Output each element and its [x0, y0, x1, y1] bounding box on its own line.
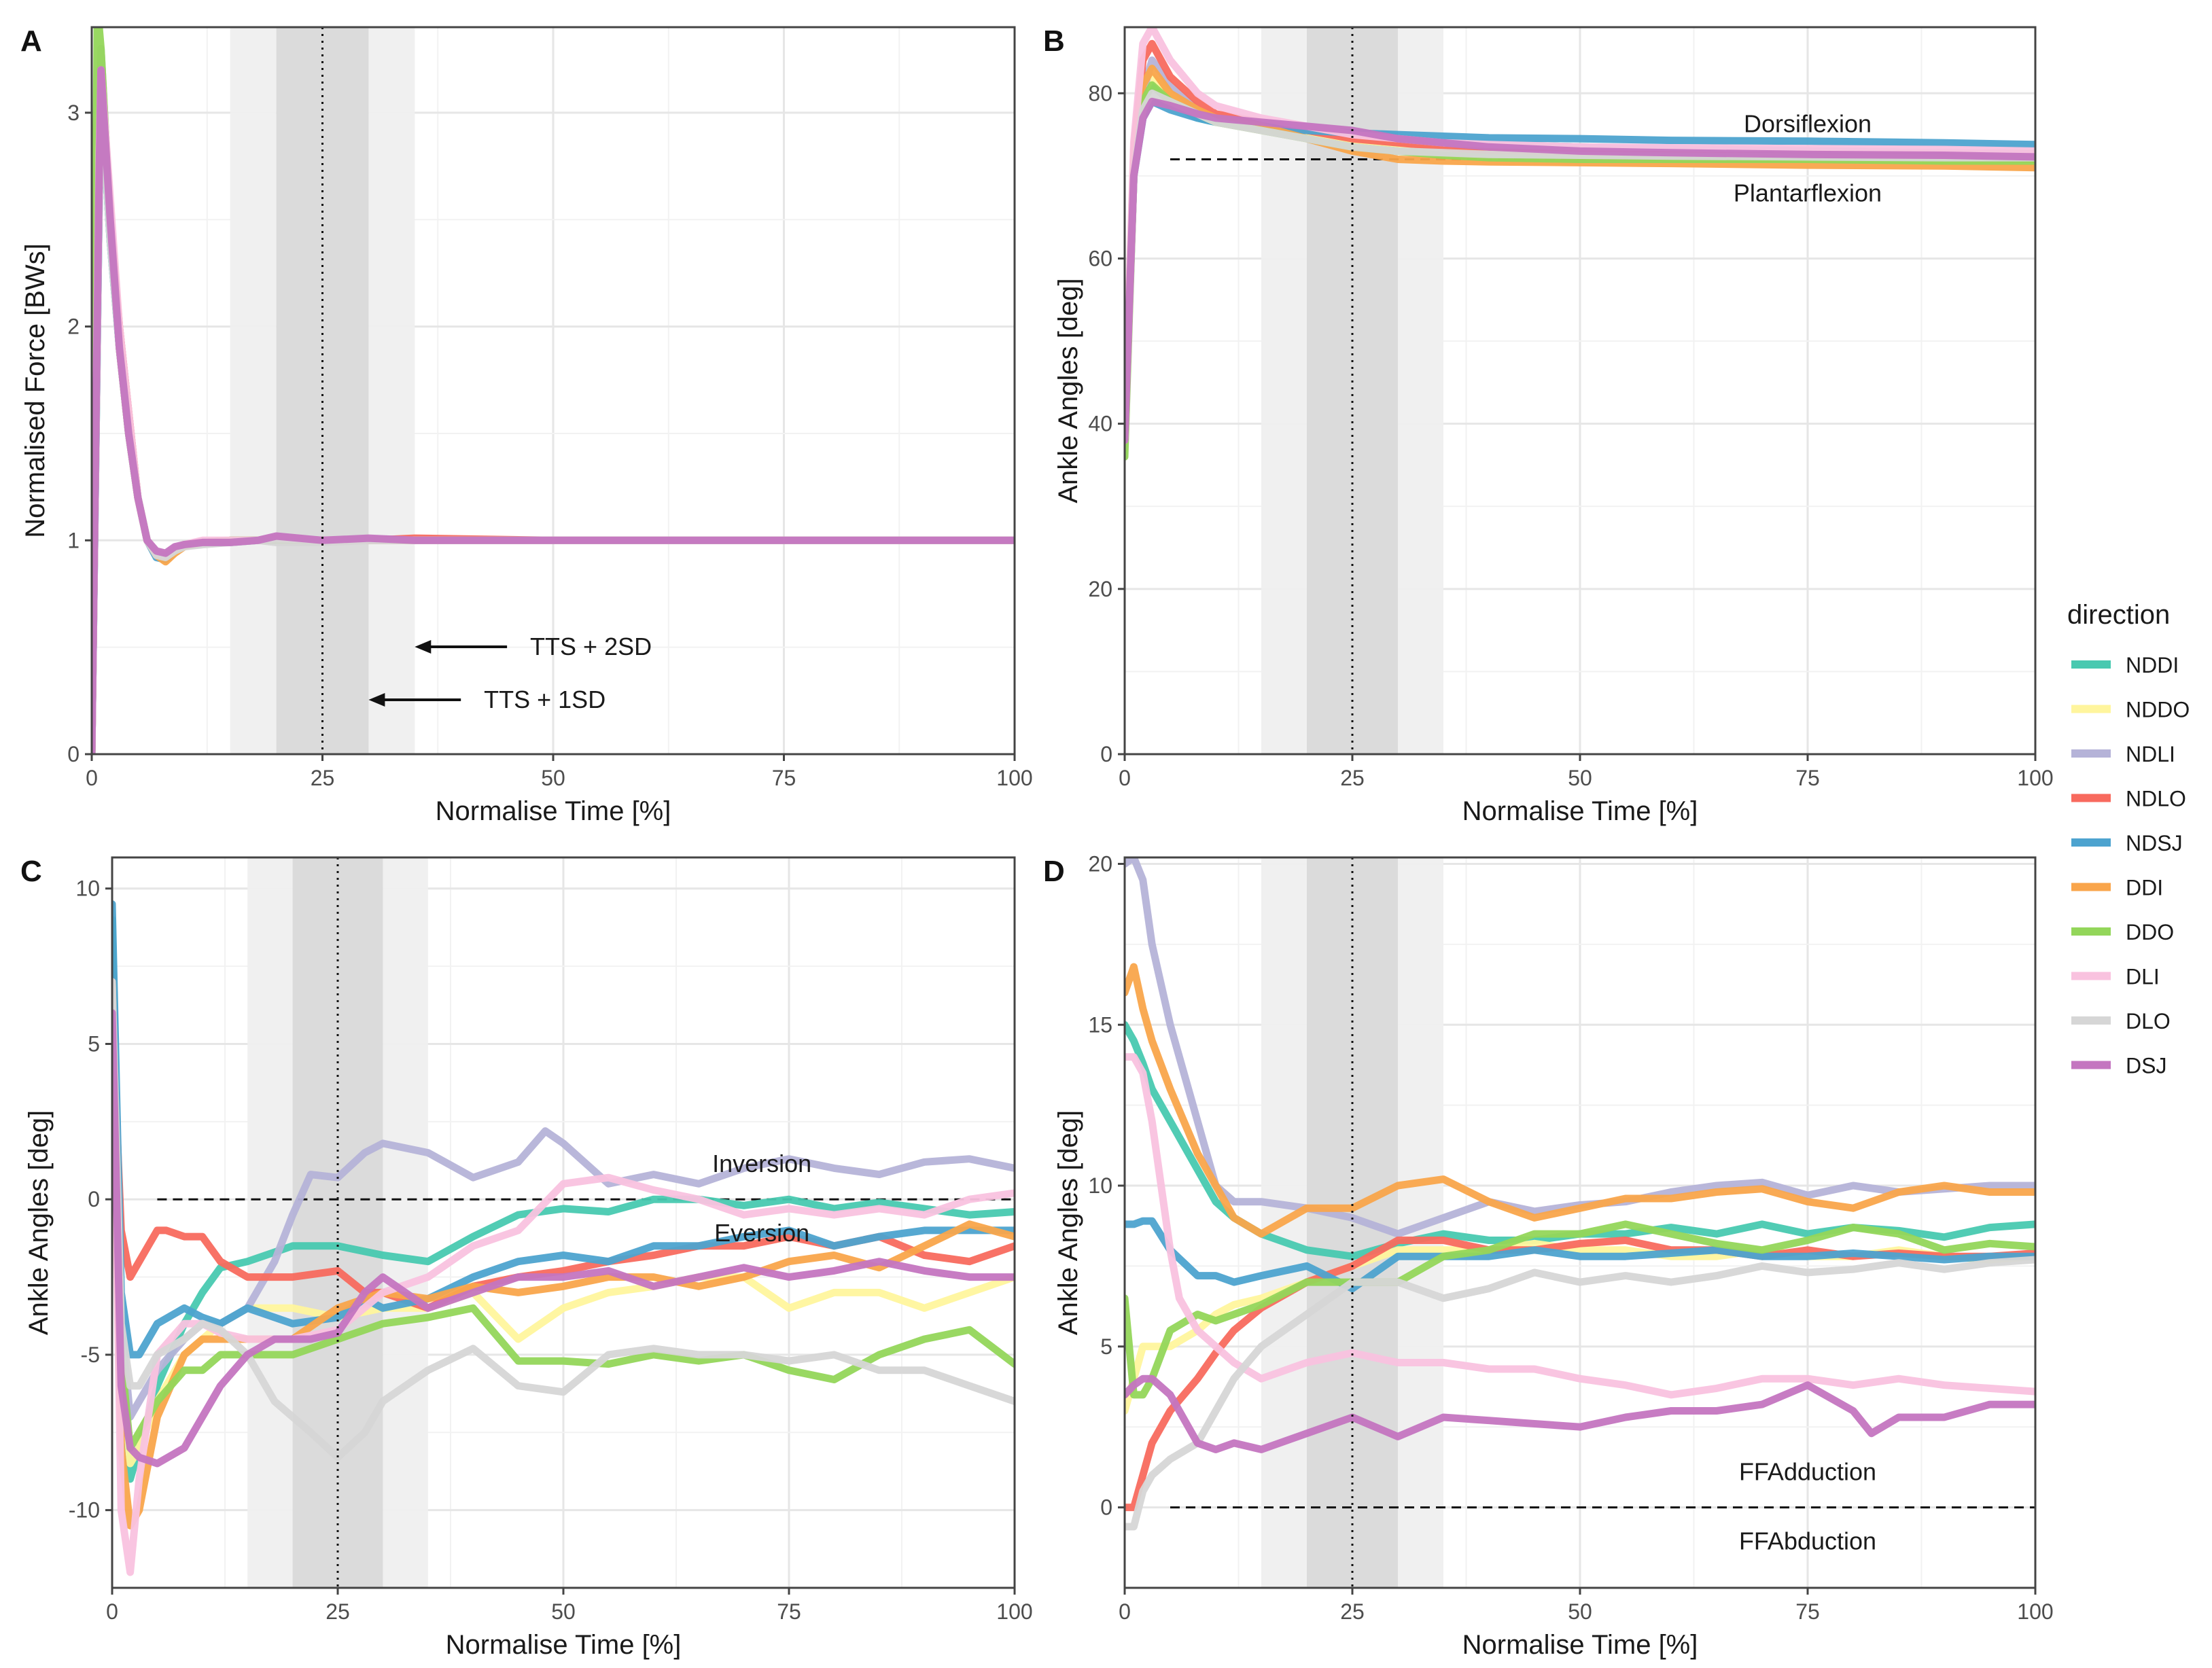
y-axis-label: Normalised Force [BWs] [20, 243, 50, 537]
x-tick-label: 25 [1340, 766, 1365, 790]
x-tick-label: 25 [1340, 1599, 1365, 1624]
series-line-ddi [1125, 963, 2035, 1238]
panel-c: C 0 25 50 75 100 -10 -5 0 5 10 Normalise Time [%] An… [20, 855, 1033, 1660]
y-axis-label: Ankle Angles [deg] [1053, 1110, 1083, 1335]
series-lines [1125, 27, 2035, 461]
annotation-above: Inversion [712, 1150, 811, 1177]
x-axis-label: Normalise Time [%] [1462, 1630, 1698, 1660]
tts-1sd-band [292, 857, 383, 1588]
legend-label-dlo: DLO [2126, 1009, 2171, 1033]
panel-letter: D [1043, 855, 1065, 888]
x-tick-label: 50 [1568, 1599, 1592, 1624]
legend-label-dsj: DSJ [2126, 1054, 2166, 1078]
annotation-above: FFAdduction [1739, 1458, 1876, 1486]
series-line-ddi [112, 1009, 1015, 1529]
annotation-below: Eversion [714, 1219, 809, 1247]
x-tick-label: 100 [2017, 1599, 2053, 1624]
y-tick-label: 20 [1088, 577, 1112, 601]
x-tick-label: 50 [551, 1599, 576, 1624]
y-axis-label: Ankle Angles [deg] [1053, 278, 1083, 503]
y-tick-label: 0 [1100, 1495, 1112, 1520]
series-line-dsj [1125, 1374, 2035, 1453]
x-tick-label: 100 [996, 1599, 1032, 1624]
y-tick-label: 5 [1100, 1334, 1112, 1359]
x-tick-label: 100 [996, 766, 1032, 790]
legend-label-ddi: DDI [2126, 876, 2163, 900]
arrowhead-icon [368, 693, 385, 707]
y-tick-label: 10 [1088, 1173, 1112, 1198]
legend-label-ndli: NDLI [2126, 742, 2175, 766]
x-tick-label: 100 [2017, 766, 2053, 790]
panel-letter: C [20, 855, 42, 888]
y-tick-label: -5 [81, 1343, 100, 1367]
series-line-dsj [92, 66, 1015, 754]
series-line-dlo [1125, 1256, 2035, 1531]
arrowhead-icon [415, 640, 432, 654]
panel-a: A 0 25 50 75 100 0 1 2 3 Normalise Time [%] Normali… [20, 24, 1033, 826]
panel-d: D 0 25 50 75 100 0 5 10 15 20 Normalise Time [%] Ank… [1043, 851, 2054, 1660]
annotation-tts-1sd: TTS + 1SD [484, 686, 605, 713]
y-tick-label: 40 [1088, 412, 1112, 436]
legend-label-nddo: NDDO [2126, 698, 2190, 722]
legend-items: NDDI NDDO NDLI NDLO NDSJ DDI DDO DLI DLO DSJ [2071, 653, 2190, 1078]
series-line-dli [1125, 1053, 2035, 1399]
legend-label-ndsj: NDSJ [2126, 831, 2183, 855]
x-tick-label: 75 [777, 1599, 801, 1624]
y-axis-label: Ankle Angles [deg] [24, 1110, 54, 1335]
x-tick-label: 0 [1119, 766, 1131, 790]
y-tick-label: 10 [75, 876, 100, 901]
y-tick-label: 3 [67, 101, 80, 125]
y-tick-label: 2 [67, 315, 80, 339]
panel-b: B 0 25 50 75 100 0 20 40 60 80 Normalise Time [%] An… [1043, 24, 2054, 826]
y-tick-label: 0 [88, 1187, 100, 1211]
y-tick-label: 60 [1088, 246, 1112, 270]
y-tick-label: 0 [1100, 742, 1112, 766]
tts-1sd-band [1307, 857, 1398, 1588]
y-tick-label: 80 [1088, 81, 1112, 105]
legend-label-nddi: NDDI [2126, 653, 2179, 677]
y-tick-label: 15 [1088, 1012, 1112, 1037]
x-tick-label: 0 [1119, 1599, 1131, 1624]
series-lines [1125, 857, 2035, 1531]
annotation-below: Plantarflexion [1734, 179, 1882, 207]
x-axis-label: Normalise Time [%] [1462, 796, 1698, 826]
series-line-ndli [1125, 857, 2035, 1238]
x-tick-label: 0 [106, 1599, 118, 1624]
x-tick-label: 75 [772, 766, 796, 790]
legend-label-ddo: DDO [2126, 920, 2174, 944]
y-tick-label: 1 [67, 528, 80, 552]
series-line-dsj [112, 1009, 1015, 1468]
x-tick-label: 50 [1568, 766, 1592, 790]
x-tick-label: 25 [311, 766, 335, 790]
x-axis-label: Normalise Time [%] [446, 1630, 682, 1660]
x-axis-label: Normalise Time [%] [436, 796, 671, 826]
panel-letter: A [20, 24, 42, 58]
series-lines [112, 900, 1015, 1576]
series-line-nddi [112, 916, 1015, 1483]
y-tick-label: 0 [67, 742, 80, 766]
x-tick-label: 0 [86, 766, 98, 790]
annotation-below: FFAbduction [1739, 1527, 1876, 1555]
series-line-dlo [112, 978, 1015, 1461]
annotation-tts-2sd: TTS + 2SD [530, 633, 652, 660]
y-tick-label: 20 [1088, 851, 1112, 876]
x-tick-label: 50 [541, 766, 565, 790]
series-line-ddo [1125, 1220, 2035, 1399]
legend-title: direction [2067, 600, 2170, 630]
legend-label-dli: DLI [2126, 965, 2160, 989]
x-tick-label: 25 [326, 1599, 350, 1624]
y-tick-label: -10 [69, 1498, 100, 1523]
y-tick-label: 5 [88, 1031, 100, 1056]
legend: direction NDDI NDDO NDLI NDLO NDSJ DDI DDO DLI D… [2067, 600, 2190, 1078]
annotation-above: Dorsiflexion [1744, 110, 1872, 138]
x-tick-label: 75 [1795, 1599, 1820, 1624]
panel-letter: B [1043, 24, 1065, 58]
series-line-dsj [1125, 97, 2035, 444]
x-tick-label: 75 [1795, 766, 1820, 790]
series-line-ddo [112, 978, 1015, 1452]
series-lines [92, 27, 1015, 754]
legend-label-ndlo: NDLO [2126, 787, 2186, 811]
